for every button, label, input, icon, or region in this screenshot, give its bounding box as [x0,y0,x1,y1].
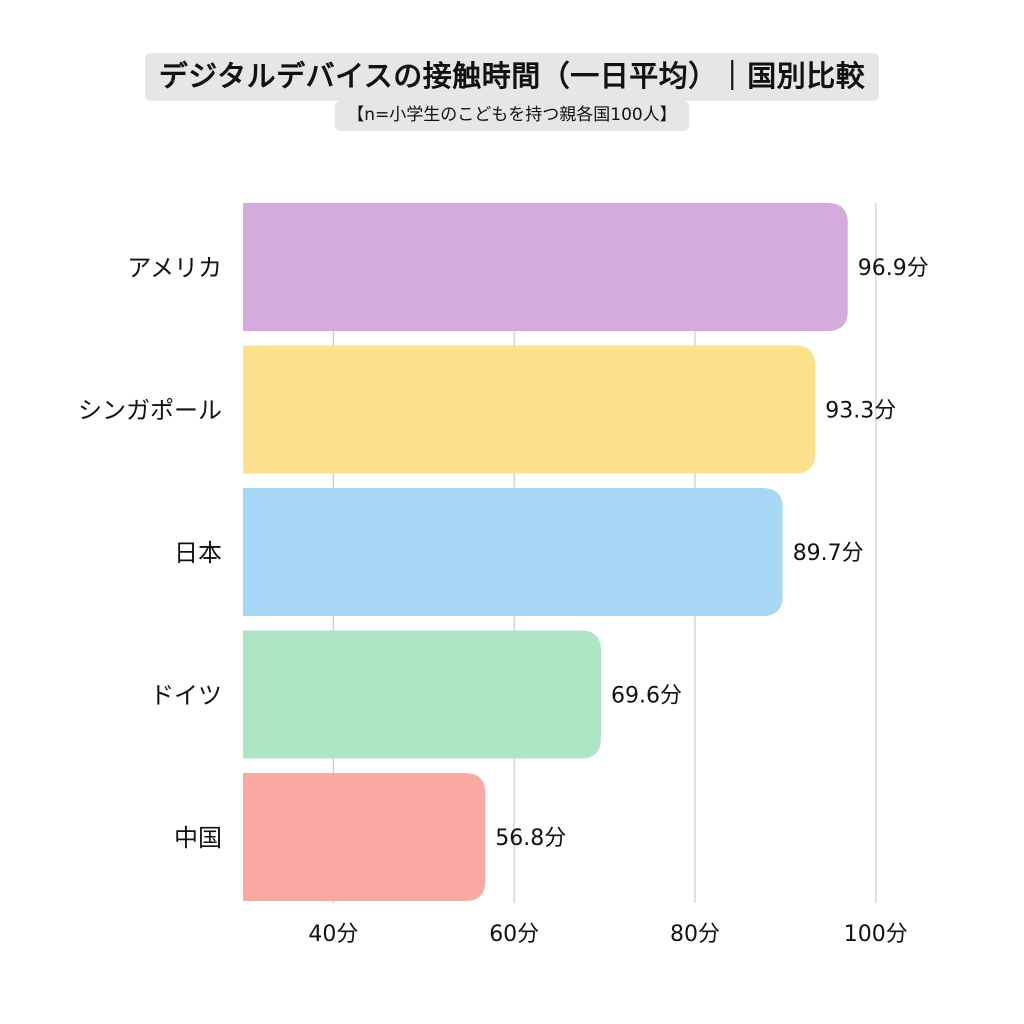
bar[interactable] [243,630,601,759]
x-tick-label: 80分 [670,922,720,947]
category-label: 中国 [174,824,222,852]
category-label: 日本 [174,539,222,567]
value-label: 93.3分 [825,399,896,424]
bar[interactable] [243,488,783,616]
category-label: シンガポール [78,397,222,425]
chart-title: デジタルデバイスの接触時間（一日平均）｜国別比較 [144,53,880,101]
chart-subtitle: 【n=小学生のこどもを持つ親各国100人】 [335,101,689,131]
bars: 96.9分 アメリカ 93.3分 シンガポール 89.7分 日本 69.6分 ドイツ 56.8分… [78,203,929,901]
x-tick-label: 100分 [844,922,908,947]
x-axis-ticks: 40分 60分 80分 100分 [308,922,907,947]
bar[interactable] [243,773,486,901]
category-label: アメリカ [127,254,222,282]
value-label: 96.9分 [858,256,929,281]
title-block: デジタルデバイスの接触時間（一日平均）｜国別比較 【n=小学生のこどもを持つ親各… [0,53,1024,131]
value-label: 56.8分 [495,826,566,851]
category-label: ドイツ [150,682,222,710]
value-label: 89.7分 [793,541,864,566]
x-tick-label: 40分 [308,922,358,947]
bar[interactable] [243,345,816,474]
bar[interactable] [243,203,848,331]
value-label: 69.6分 [611,684,682,709]
x-tick-label: 60分 [489,922,539,947]
